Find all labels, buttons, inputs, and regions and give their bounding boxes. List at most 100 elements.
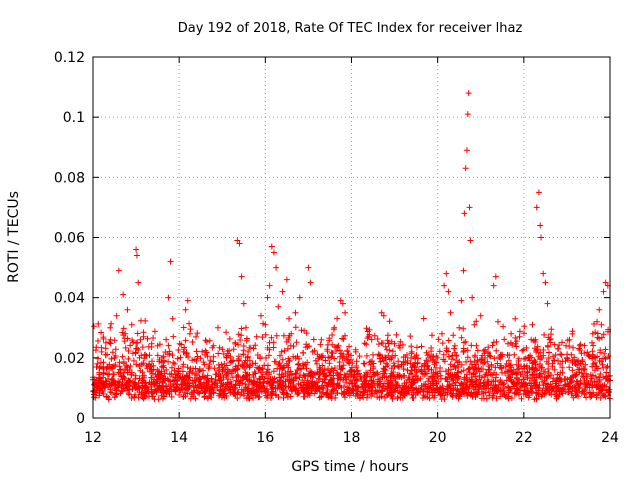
data-point	[404, 357, 411, 364]
data-point	[499, 351, 506, 358]
data-point	[189, 369, 196, 376]
data-point	[602, 279, 609, 286]
data-point	[326, 354, 333, 361]
data-point	[141, 351, 148, 358]
data-point	[165, 294, 172, 301]
data-point	[270, 249, 277, 256]
data-point	[214, 324, 221, 331]
data-point	[98, 348, 105, 355]
data-point	[240, 300, 247, 307]
data-point	[309, 348, 316, 355]
data-point	[462, 165, 469, 172]
data-point	[391, 363, 398, 370]
chart-title: Day 192 of 2018, Rate Of TEC Index for r…	[178, 21, 523, 36]
data-point	[559, 369, 566, 376]
data-point	[382, 354, 389, 361]
data-point	[135, 279, 142, 286]
data-point	[594, 318, 601, 325]
x-tick-label: 16	[256, 430, 274, 446]
data-point	[158, 354, 165, 361]
data-point	[512, 315, 519, 322]
data-point	[421, 360, 428, 367]
y-axis-label: ROTI / TECUs	[6, 191, 22, 283]
data-point	[370, 351, 377, 358]
data-point	[598, 321, 605, 328]
data-point	[465, 90, 472, 97]
data-point	[111, 354, 118, 361]
data-point	[490, 282, 497, 289]
data-point	[227, 378, 234, 385]
data-point	[563, 354, 570, 361]
data-point	[279, 288, 286, 295]
data-point	[460, 267, 467, 274]
data-point	[458, 297, 465, 304]
data-point	[96, 384, 103, 391]
data-point	[150, 378, 157, 385]
data-point	[139, 372, 146, 379]
data-point	[286, 315, 293, 322]
data-point	[115, 267, 122, 274]
data-point	[522, 372, 529, 379]
data-point	[206, 363, 213, 370]
data-point	[163, 366, 170, 373]
data-point	[589, 330, 596, 337]
data-point	[253, 333, 260, 340]
data-point	[223, 354, 230, 361]
data-point	[197, 375, 204, 382]
dense-data-marks	[90, 315, 613, 403]
data-point	[576, 342, 583, 349]
data-point	[102, 339, 109, 346]
data-point	[492, 273, 499, 280]
data-point	[116, 381, 123, 388]
data-point	[292, 309, 299, 316]
y-tick-label: 0.04	[54, 291, 85, 307]
data-point	[537, 222, 544, 229]
data-point	[283, 276, 290, 283]
data-point	[258, 312, 265, 319]
data-point	[486, 366, 493, 373]
data-point	[126, 366, 133, 373]
x-tick-labels: 12 14 16 18 20 22 24	[84, 430, 619, 446]
data-point	[466, 204, 473, 211]
data-point	[538, 234, 545, 241]
data-point	[467, 237, 474, 244]
data-point	[264, 294, 271, 301]
data-point	[238, 273, 245, 280]
data-point	[107, 324, 114, 331]
data-point	[266, 282, 273, 289]
data-point	[335, 342, 342, 349]
data-point	[318, 336, 325, 343]
data-point	[357, 375, 364, 382]
data-point	[124, 306, 131, 313]
data-point	[387, 378, 394, 385]
data-point	[348, 366, 355, 373]
y-tick-label: 0.06	[54, 231, 85, 247]
data-point	[167, 258, 174, 265]
data-point	[154, 342, 161, 349]
data-point	[133, 252, 140, 259]
data-point	[400, 372, 407, 379]
data-point	[275, 303, 282, 310]
data-point	[322, 372, 329, 379]
data-point	[339, 300, 346, 307]
y-tick-label: 0.1	[63, 110, 85, 126]
data-point	[461, 210, 468, 217]
data-point	[182, 306, 189, 313]
data-point	[219, 366, 226, 373]
data-point	[137, 336, 144, 343]
data-point	[482, 354, 489, 361]
dense-data-band	[90, 315, 613, 403]
data-point	[568, 378, 575, 385]
data-point	[443, 270, 450, 277]
y-tick-label: 0.02	[54, 351, 85, 367]
data-point	[581, 366, 588, 373]
data-point	[122, 330, 129, 337]
data-point	[344, 357, 351, 364]
data-point	[331, 324, 338, 331]
data-point	[533, 204, 540, 211]
data-point	[441, 282, 448, 289]
data-point	[180, 348, 187, 355]
y-tick-label: 0.08	[54, 170, 85, 186]
data-point	[130, 357, 137, 364]
data-point	[550, 357, 557, 364]
